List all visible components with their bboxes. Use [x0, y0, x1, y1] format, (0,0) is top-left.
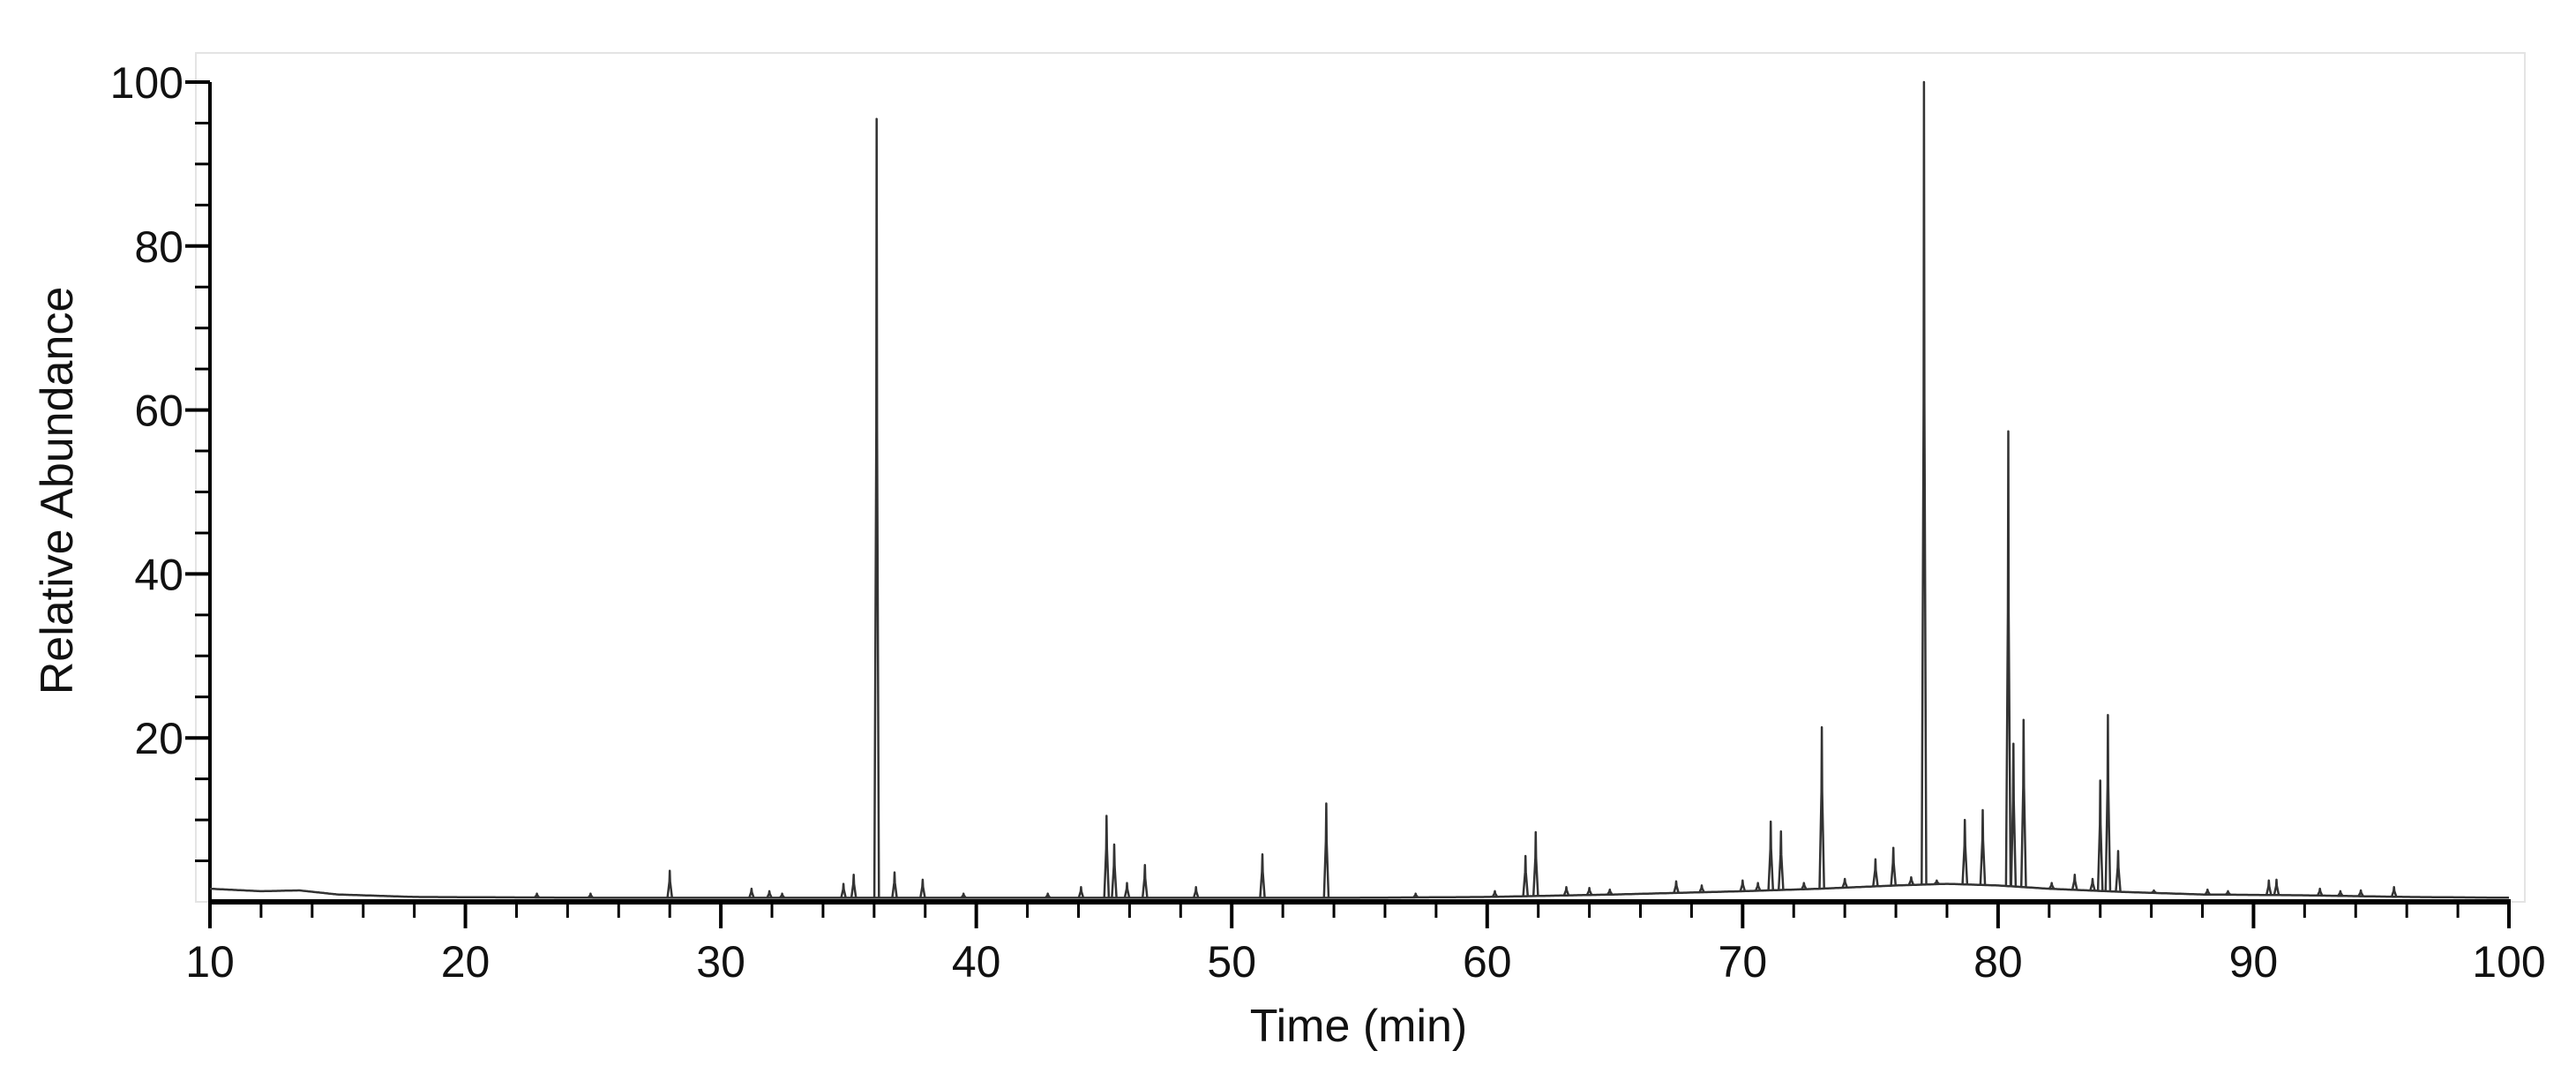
- x-tick-label: 60: [1463, 937, 1512, 987]
- chromatogram-peak: [1111, 843, 1118, 898]
- chromatogram-peak: [2316, 887, 2324, 897]
- chromatogram-peak: [919, 878, 926, 898]
- chromatogram-peak: [2010, 742, 2018, 887]
- baseline-trace: [209, 882, 2510, 899]
- chromatogram-peak: [2096, 779, 2104, 891]
- chromatogram-peak: [1698, 884, 1705, 893]
- chromatogram-peak: [2151, 889, 2157, 894]
- chromatogram-peak: [1491, 890, 1499, 897]
- x-tick-label: 20: [441, 937, 490, 987]
- y-tick-label: 100: [110, 58, 183, 108]
- x-tick-label: 50: [1207, 937, 1256, 987]
- chromatogram-peak: [1045, 892, 1052, 899]
- x-axis: 10 20 30 40 50 60 70 80 90 100: [185, 899, 2546, 987]
- chromatogram-peak: [840, 882, 847, 898]
- chromatogram-peak: [1818, 725, 1825, 890]
- y-tick-label: 60: [134, 387, 183, 436]
- chromatogram-peak: [1673, 880, 1680, 894]
- y-axis-title: Relative Abundance: [32, 287, 83, 695]
- x-tick-label: 100: [2472, 937, 2545, 987]
- chromatogram-peak: [1141, 863, 1149, 898]
- x-axis-title: Time (min): [1250, 1001, 1468, 1052]
- chromatogram-peak: [2337, 890, 2344, 897]
- chromatogram-peak: [2204, 888, 2211, 896]
- chromatogram-peak: [2019, 718, 2027, 888]
- chromatogram-peak: [872, 117, 880, 898]
- chromatogram-peak: [766, 890, 773, 898]
- chromatogram-peak: [1739, 879, 1747, 892]
- chromatogram-peak: [1123, 882, 1131, 898]
- chromatogram-peak: [1907, 875, 1915, 886]
- chromatogram-peak: [2224, 890, 2232, 896]
- chromatogram-peak: [1979, 808, 1987, 885]
- chromatogram-peak: [850, 874, 857, 898]
- chromatogram-peak: [2104, 713, 2112, 892]
- chromatogram-peak: [1767, 820, 1775, 891]
- chromatogram-peak: [1841, 877, 1848, 889]
- y-tick-label: 80: [134, 222, 183, 272]
- chromatogram-peak: [1412, 892, 1419, 898]
- chromatogram-peak: [587, 892, 594, 899]
- chromatogram-peak: [1531, 830, 1539, 897]
- x-tick-label: 90: [2229, 937, 2279, 987]
- chromatogram-peak: [1192, 886, 1200, 898]
- chromatogram-peak: [1933, 879, 1940, 885]
- chromatogram-peak: [2004, 430, 2012, 887]
- y-axis: 20 40 60 80 100: [110, 58, 212, 902]
- chromatogram-peak: [748, 887, 755, 898]
- chromatogram-peak: [1961, 818, 1969, 885]
- chromatogram-peak: [1585, 886, 1593, 896]
- chromatogram-peak: [1890, 846, 1898, 886]
- x-tick-label: 10: [185, 937, 235, 987]
- chromatogram-peak: [2089, 877, 2096, 891]
- x-tick-label: 70: [1719, 937, 1768, 987]
- chromatogram-peak: [2071, 874, 2078, 890]
- chromatogram-peak: [1259, 852, 1266, 898]
- chromatogram-peak: [1562, 886, 1570, 897]
- chromatogram-peak: [1522, 854, 1530, 897]
- chromatogram-peak: [2115, 850, 2122, 892]
- y-tick-label: 40: [134, 550, 183, 599]
- chromatogram-peak: [2265, 879, 2273, 896]
- chromatogram-peak: [960, 892, 967, 899]
- y-tick-label: 20: [134, 714, 183, 763]
- x-tick-label: 30: [696, 937, 745, 987]
- chromatogram-peak: [534, 892, 541, 898]
- chromatogram-peak: [1103, 815, 1111, 898]
- chromatogram-peak: [2273, 878, 2280, 896]
- trace-layer: [209, 80, 2510, 899]
- chromatogram-peak: [1921, 80, 1928, 885]
- chromatogram-peak: [1606, 888, 1614, 896]
- chromatogram-peak: [2357, 889, 2364, 897]
- chromatogram-peak: [1777, 830, 1785, 890]
- chromatogram-peak: [2390, 886, 2398, 897]
- chromatogram-peak: [1872, 858, 1879, 887]
- chromatogram-peak: [779, 892, 786, 899]
- chromatogram-peak: [891, 871, 898, 898]
- chromatogram-peak: [1077, 886, 1085, 898]
- chromatogram-peak: [1754, 882, 1762, 891]
- x-tick-label: 40: [952, 937, 1001, 987]
- chromatogram-peak: [1322, 802, 1330, 898]
- x-tick-label: 80: [1973, 937, 2023, 987]
- chromatogram-peak: [1801, 882, 1808, 890]
- chromatogram-peak: [666, 869, 674, 898]
- chromatogram-peak: [2048, 882, 2056, 890]
